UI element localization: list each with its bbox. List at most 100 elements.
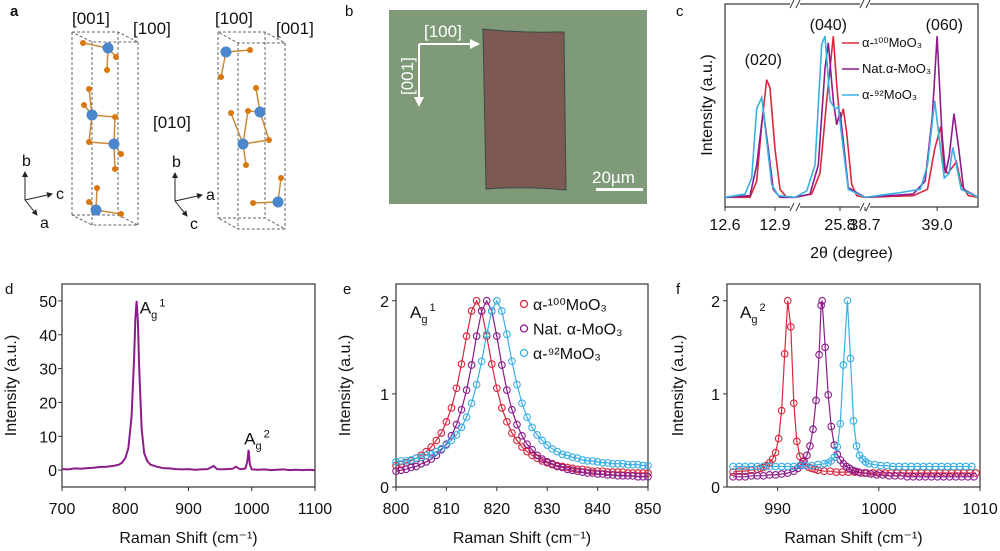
data-point [812, 396, 820, 405]
xrd-series-line-1 [864, 36, 979, 199]
data-point [818, 296, 826, 305]
y-tick-label: 0 [48, 463, 57, 480]
data-point [492, 332, 501, 340]
unit-cell-box [217, 31, 286, 230]
legend-marker [519, 348, 529, 358]
peak-label-sup: 1 [159, 298, 165, 310]
axis-label-down: c [190, 216, 198, 233]
data-point [457, 423, 466, 432]
plot-frame [61, 283, 316, 488]
y-tick-label: 1 [711, 387, 720, 404]
data-point [523, 440, 531, 449]
axis-break-gap [860, 1, 870, 7]
data-point [629, 471, 637, 480]
data-point [412, 454, 421, 462]
data-point [523, 447, 531, 456]
x-tick-label: 1100 [298, 501, 333, 518]
data-point [447, 403, 456, 412]
direction-label-001: [001] [398, 57, 417, 95]
data-point [618, 471, 627, 480]
data-point [392, 467, 400, 476]
peak-label-sub: g [751, 314, 757, 326]
data-point [644, 472, 652, 481]
y-axis-label: Intensity (a.u.) [3, 335, 20, 436]
peak-index-label: (040) [810, 17, 847, 34]
data-point [598, 458, 607, 467]
data-point [603, 458, 612, 467]
axis-break-mark [865, 202, 871, 212]
legend-label: α-⁹²MoO₃ [862, 87, 917, 102]
data-point [821, 343, 830, 352]
data-point [397, 457, 405, 465]
data-point [613, 459, 622, 468]
y-tick-label: 50 [39, 294, 57, 311]
data-point [523, 413, 531, 422]
oxygen-atom [86, 139, 92, 145]
data-point [629, 460, 637, 469]
peak-label: Ag2 [740, 302, 766, 326]
axis-arrow-right [174, 193, 203, 202]
data-point [634, 460, 642, 469]
oxygen-atom [266, 137, 272, 143]
crystal-axes-right [172, 172, 203, 217]
data-point [472, 296, 481, 305]
x-tick-label: 800 [383, 501, 410, 518]
y-axis-label: Intensity (a.u.) [337, 335, 354, 436]
peak-label-sub: g [151, 310, 157, 322]
xrd-series-line-1 [724, 110, 795, 199]
data-point [639, 472, 647, 481]
oxygen-atom [245, 108, 251, 114]
data-point [452, 431, 461, 439]
legend-label: α-¹⁰⁰MoO₃ [862, 35, 922, 50]
panel-label-b: b [345, 3, 353, 20]
axis-break-gap [790, 1, 800, 7]
data-point [563, 465, 572, 474]
data-point [598, 470, 607, 478]
axis-break-mark [865, 0, 871, 9]
data-point [508, 429, 516, 437]
data-point [392, 461, 400, 470]
oxygen-atom [243, 162, 249, 168]
axis-label-down: a [40, 215, 49, 232]
data-point [563, 451, 572, 460]
data-point [447, 431, 456, 440]
data-point [623, 471, 632, 480]
x-tick-label: 12.9 [759, 217, 790, 234]
molybdenum-atom [86, 109, 98, 121]
data-point [558, 450, 567, 459]
panel-label-a: a [10, 3, 19, 20]
x-tick-label: 800 [112, 501, 139, 518]
plot-frame [726, 283, 981, 488]
legend-label: Nat. α-MoO₃ [533, 322, 623, 339]
data-point [836, 419, 845, 428]
raman-chart-e: Ag1 [392, 283, 652, 491]
oxygen-atom [247, 47, 253, 53]
axis-label-up: b [22, 153, 31, 170]
data-point [442, 417, 451, 426]
axis-label-up: b [172, 154, 181, 171]
y-tick-label: 1 [380, 387, 389, 404]
oxygen-atom [253, 85, 259, 91]
y-tick-label: 0 [380, 480, 389, 497]
data-point [774, 434, 783, 443]
data-point [578, 468, 587, 476]
data-point [634, 472, 642, 481]
plot-frame [395, 283, 649, 488]
crystal-structure-diagram [71, 31, 286, 230]
data-point [477, 307, 486, 315]
direction-label-100: [100] [215, 9, 253, 28]
molybdenum-atom [237, 138, 249, 150]
data-point [568, 466, 577, 475]
y-axis-label: Intensity (a.u.) [699, 54, 716, 155]
data-point [497, 403, 506, 412]
axis-arrow-down [24, 199, 38, 216]
x-tick-label: 990 [764, 501, 791, 518]
peak-label-main: A [740, 303, 752, 322]
oxygen-atom [112, 114, 118, 120]
oxygen-atom [94, 185, 100, 191]
data-point [482, 296, 491, 305]
oxygen-atom [218, 74, 224, 80]
oxygen-atom [278, 175, 284, 181]
data-point [824, 390, 833, 399]
oxygen-atom [81, 102, 87, 108]
